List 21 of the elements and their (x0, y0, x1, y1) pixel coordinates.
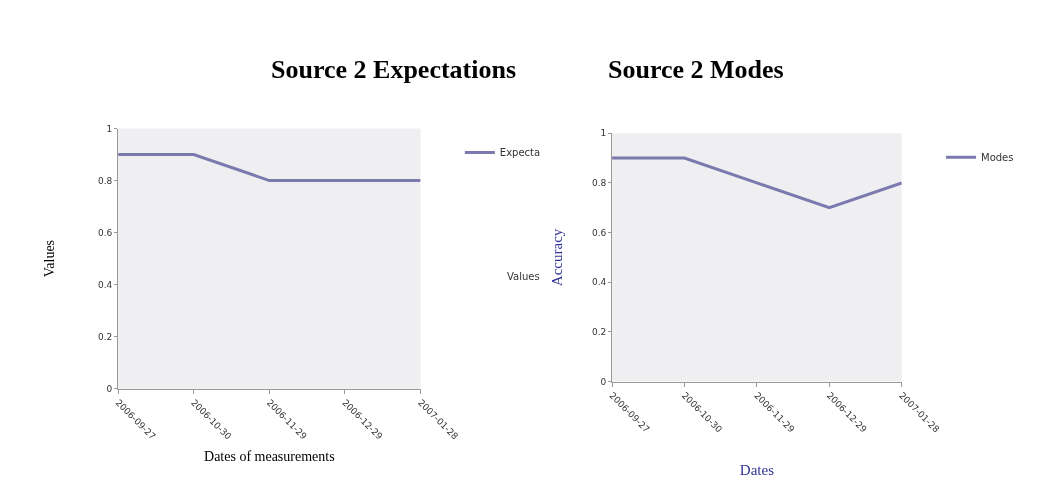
y-tick-label: 0.8 (591, 178, 607, 189)
y-tick-label: 0.2 (97, 331, 113, 342)
y-tick-label: 0.4 (97, 279, 113, 290)
chart-title: Source 2 Modes (608, 55, 784, 84)
y-tick-label: 1 (106, 123, 113, 134)
x-axis-title: Dates (739, 461, 775, 478)
y-tick-label: 0 (106, 383, 113, 394)
y-axis-title: Values (41, 239, 57, 278)
legend-label: Expecta (499, 147, 541, 159)
y-tick-label: 0.8 (97, 175, 113, 186)
y-tick-label: 0.2 (591, 327, 607, 338)
y-axis-title: Accuracy (549, 228, 566, 287)
chart-title: Source 2 Expectations (271, 55, 517, 84)
y-tick-label: 0.6 (97, 227, 113, 238)
y-tick-label: 0 (600, 376, 607, 387)
y-tick-label: 0.6 (591, 227, 607, 238)
y-tick-label: 1 (600, 128, 607, 139)
y-tick-label: 0.4 (591, 277, 607, 288)
legend-label: Modes (981, 152, 1014, 164)
text: Values (507, 271, 540, 282)
x-axis-title: Dates of measurements (204, 449, 335, 465)
